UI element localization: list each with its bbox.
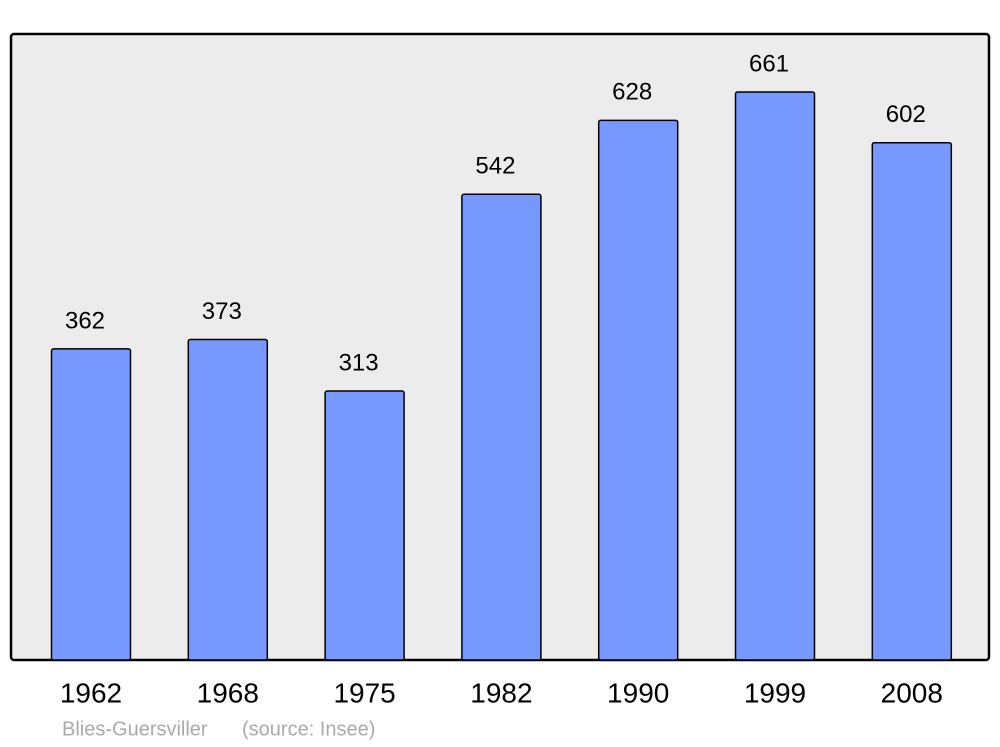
chart-title: Blies-Guersviller — [62, 718, 208, 740]
bar — [50, 348, 132, 661]
value-label: 373 — [202, 298, 242, 325]
bar — [597, 119, 679, 661]
bar — [461, 193, 542, 661]
value-label: 313 — [339, 349, 379, 376]
x-tick-label: 1990 — [607, 677, 669, 708]
x-tick-label: 1962 — [60, 677, 122, 708]
bar — [324, 390, 405, 661]
value-label: 602 — [886, 101, 926, 128]
value-label: 362 — [65, 307, 105, 334]
value-label: 628 — [612, 79, 652, 106]
bar — [734, 91, 816, 661]
x-tick-label: 1982 — [470, 677, 532, 708]
source-note: (source: Insee) — [242, 718, 375, 740]
x-tick-label: 2008 — [881, 677, 943, 708]
x-tick-label: 1975 — [333, 677, 395, 708]
bar — [871, 141, 953, 661]
value-label: 542 — [475, 153, 515, 180]
bar — [187, 338, 269, 661]
x-tick-label: 1999 — [744, 677, 806, 708]
x-tick-label: 1968 — [197, 677, 259, 708]
value-label: 661 — [749, 50, 789, 77]
